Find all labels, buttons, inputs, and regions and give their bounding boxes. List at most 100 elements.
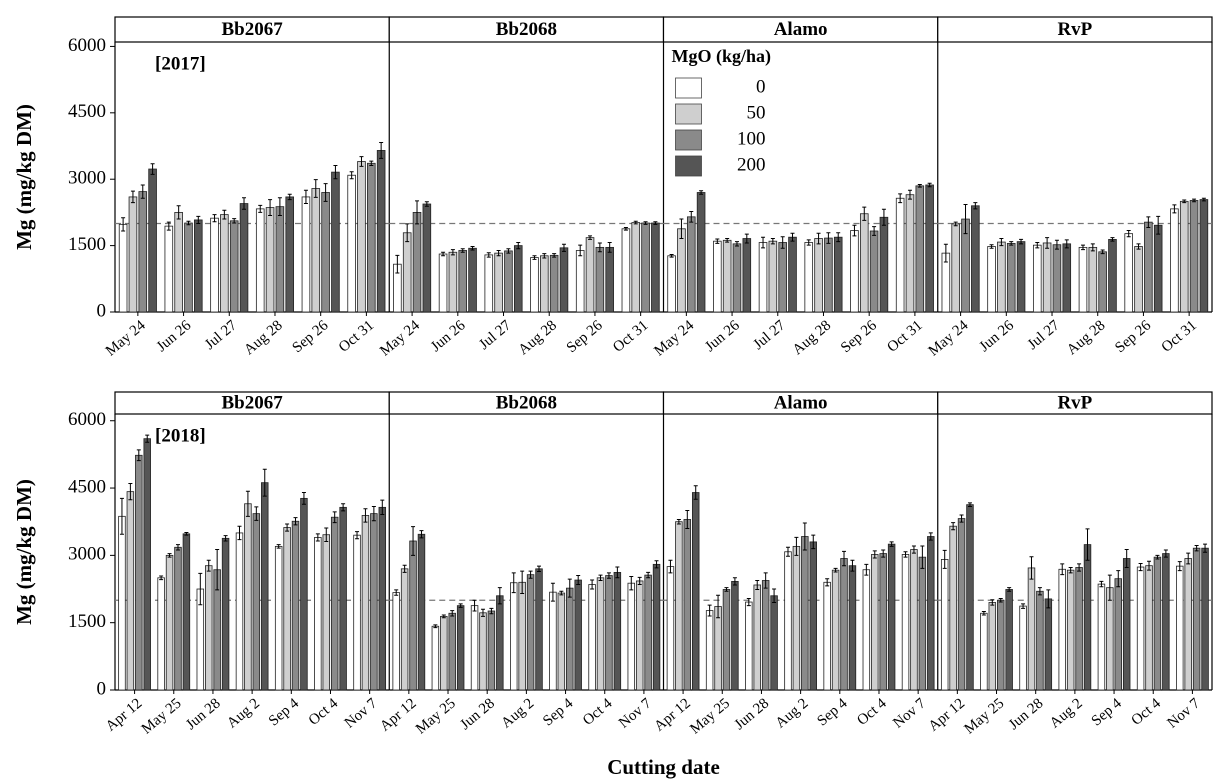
bar: [869, 230, 879, 313]
error-bar: [1085, 528, 1090, 561]
y-tick-label: 0: [97, 678, 107, 699]
error-bar: [450, 249, 455, 256]
x-tick-label: Aug 2: [224, 695, 263, 731]
bar: [353, 534, 361, 691]
y-tick-label: 6000: [68, 35, 106, 56]
legend-swatch: [675, 77, 702, 99]
bar: [174, 212, 183, 313]
x-tick-label: Aug 28: [1064, 317, 1108, 358]
error-bar: [669, 253, 674, 258]
error-bar: [1126, 230, 1131, 238]
bar: [143, 438, 151, 691]
error-bar: [379, 141, 384, 159]
error-bar: [990, 599, 995, 606]
error-bar: [561, 243, 566, 252]
bar: [887, 543, 896, 691]
bar: [722, 239, 732, 313]
error-bar: [242, 197, 247, 210]
error-bar: [254, 506, 259, 521]
bar: [118, 223, 128, 313]
bar: [1088, 246, 1098, 313]
error-bar: [943, 243, 948, 263]
error-bar: [963, 203, 968, 235]
bar: [265, 207, 275, 313]
error-bar: [206, 559, 211, 572]
error-bar: [806, 239, 811, 246]
error-bar: [1194, 544, 1199, 552]
bar: [641, 222, 650, 313]
bar: [1114, 578, 1122, 691]
bar: [575, 250, 585, 313]
error-bar: [646, 571, 651, 579]
error-bar: [458, 603, 463, 608]
error-bar: [1064, 239, 1069, 249]
bar: [252, 513, 261, 691]
bar: [510, 582, 518, 691]
bar: [1189, 200, 1199, 313]
y-tick-label: 6000: [68, 409, 106, 430]
error-bar: [528, 570, 533, 579]
error-bar: [653, 221, 658, 225]
error-bar: [419, 530, 424, 539]
year-annotation: [2018]: [155, 425, 206, 446]
error-bar: [245, 490, 250, 517]
error-bar: [588, 235, 593, 240]
bar: [164, 225, 174, 313]
error-bar: [1116, 570, 1121, 588]
bar: [504, 250, 513, 313]
x-tick-label: May 24: [926, 317, 972, 359]
bar: [666, 566, 675, 691]
error-bar: [567, 578, 572, 598]
error-bar: [668, 559, 673, 574]
error-bar: [497, 587, 502, 605]
x-tick-label: Jun 26: [428, 317, 469, 355]
bar: [128, 196, 138, 313]
error-bar: [693, 485, 698, 500]
x-tick-label: Sep 4: [814, 695, 851, 729]
bar: [194, 219, 203, 313]
bar: [165, 554, 174, 691]
bar: [1162, 553, 1170, 691]
error-bar: [959, 514, 964, 523]
bar: [392, 592, 400, 691]
error-bar: [825, 578, 830, 587]
bar: [651, 222, 660, 313]
y-axis-label: Mg (mg/kg DM): [12, 104, 36, 250]
error-bar: [699, 190, 704, 195]
bar: [732, 243, 742, 313]
x-tick-label: Jul 27: [202, 317, 240, 353]
bar: [667, 255, 676, 313]
bar: [996, 599, 1005, 691]
error-bar: [689, 211, 694, 223]
bar: [1122, 558, 1131, 691]
x-tick-label: Sep 26: [290, 317, 332, 356]
bar: [691, 492, 700, 691]
error-bar: [1146, 216, 1151, 228]
error-bar: [850, 559, 855, 572]
x-tick-label: Sep 26: [838, 317, 880, 356]
error-bar: [1124, 549, 1129, 568]
bar: [910, 549, 918, 691]
bar: [135, 454, 143, 691]
error-bar: [433, 624, 438, 629]
bar: [596, 577, 605, 691]
error-bar: [119, 497, 124, 535]
bar: [300, 497, 308, 691]
bar: [549, 591, 557, 691]
bar: [758, 242, 768, 313]
bar: [566, 587, 574, 691]
error-bar: [313, 179, 318, 198]
bar: [850, 230, 859, 313]
error-bar: [597, 242, 602, 253]
x-tick-label: Aug 2: [498, 695, 537, 731]
error-bar: [732, 577, 737, 586]
error-bar: [1090, 243, 1095, 252]
error-bar: [1156, 215, 1161, 235]
error-bar: [175, 544, 180, 551]
error-bar: [359, 156, 364, 167]
error-bar: [1019, 238, 1024, 245]
bar: [255, 208, 265, 313]
error-bar: [480, 608, 485, 617]
error-bar: [770, 238, 775, 245]
